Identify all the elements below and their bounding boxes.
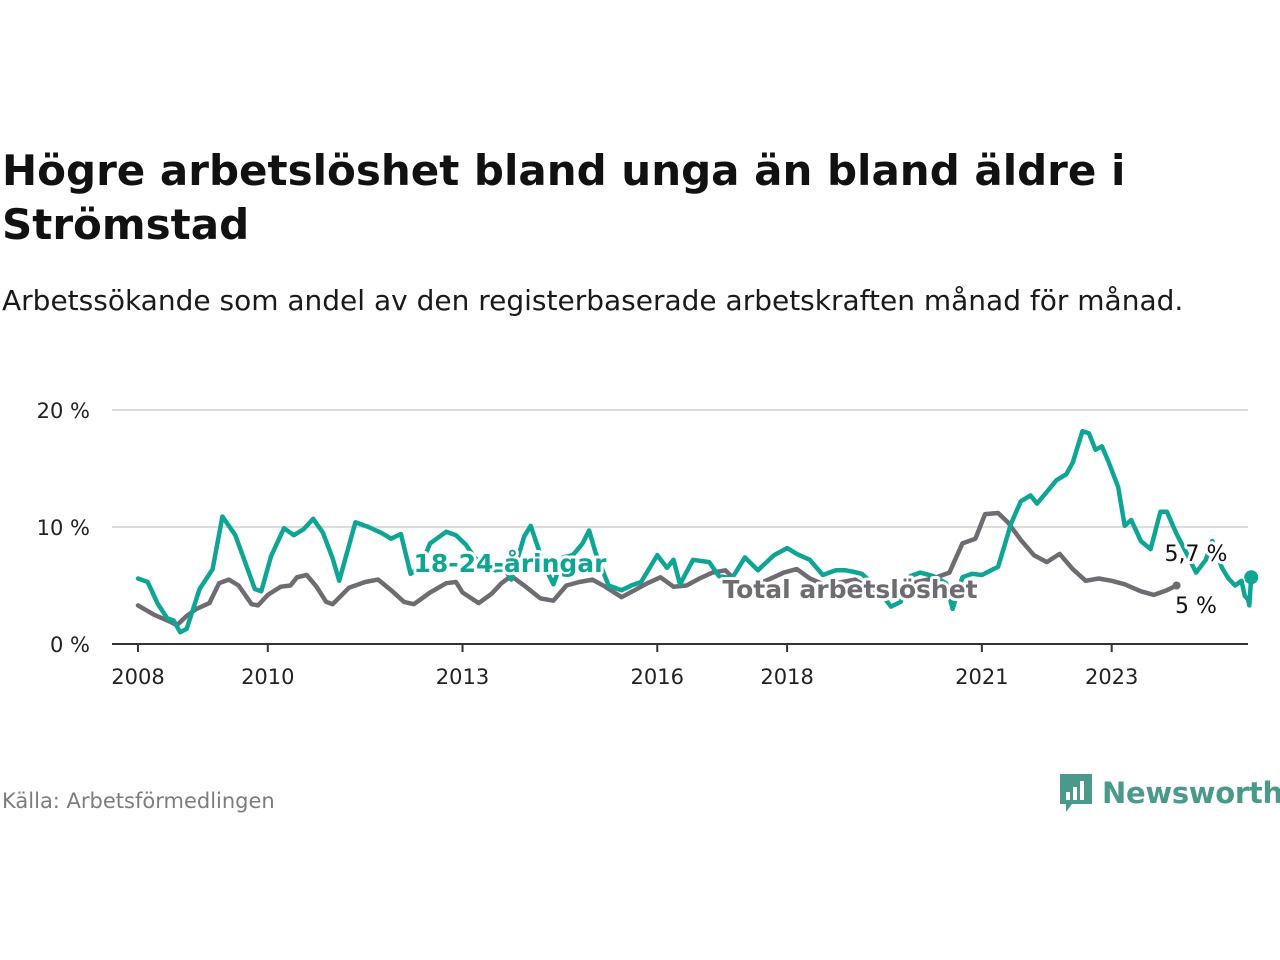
series-lines <box>135 428 1259 635</box>
line-chart: 0 % 10 % 20 % 2008 2010 2013 2016 2018 2021 2023… <box>37 399 1259 689</box>
bar-chart-icon <box>1060 774 1092 812</box>
y-tick-label: 0 % <box>50 633 90 657</box>
series-label-total: Total arbetslöshet <box>722 575 977 604</box>
x-tick-label: 2016 <box>631 665 684 689</box>
x-tick-label: 2021 <box>955 665 1008 689</box>
x-tick-label: 2013 <box>436 665 489 689</box>
source-note: Källa: Arbetsförmedlingen <box>2 789 275 813</box>
end-value-label-youth: 5,7 % <box>1165 542 1228 567</box>
x-tick-label: 2018 <box>760 665 813 689</box>
chart-title: Högre arbetslöshet bland unga än bland ä… <box>2 146 1126 249</box>
x-axis: 2008 2010 2013 2016 2018 2021 2023 <box>111 643 1248 689</box>
series-endpoint-total <box>1172 581 1181 590</box>
brand-name: Newsworthy <box>1102 776 1280 810</box>
brand-logo[interactable]: Newsworthy <box>1058 772 1280 814</box>
y-grid: 0 % 10 % 20 % <box>37 399 1248 657</box>
y-tick-label: 20 % <box>37 399 90 423</box>
series-labels: 18-24-åringar Total arbetslöshet 5,7 % 5 % <box>411 539 1231 622</box>
series-label-youth: 18-24-åringar <box>414 549 608 578</box>
x-tick-label: 2008 <box>111 665 164 689</box>
series-endpoint-youth <box>1244 570 1259 585</box>
series-line-youth <box>135 428 1254 635</box>
series-line-total <box>135 510 1179 628</box>
x-tick-label: 2023 <box>1085 665 1138 689</box>
x-tick-label: 2010 <box>241 665 294 689</box>
end-value-label-total: 5 % <box>1175 594 1217 619</box>
chart-subtitle: Arbetssökande som andel av den registerb… <box>2 284 1184 317</box>
y-tick-label: 10 % <box>37 516 90 540</box>
